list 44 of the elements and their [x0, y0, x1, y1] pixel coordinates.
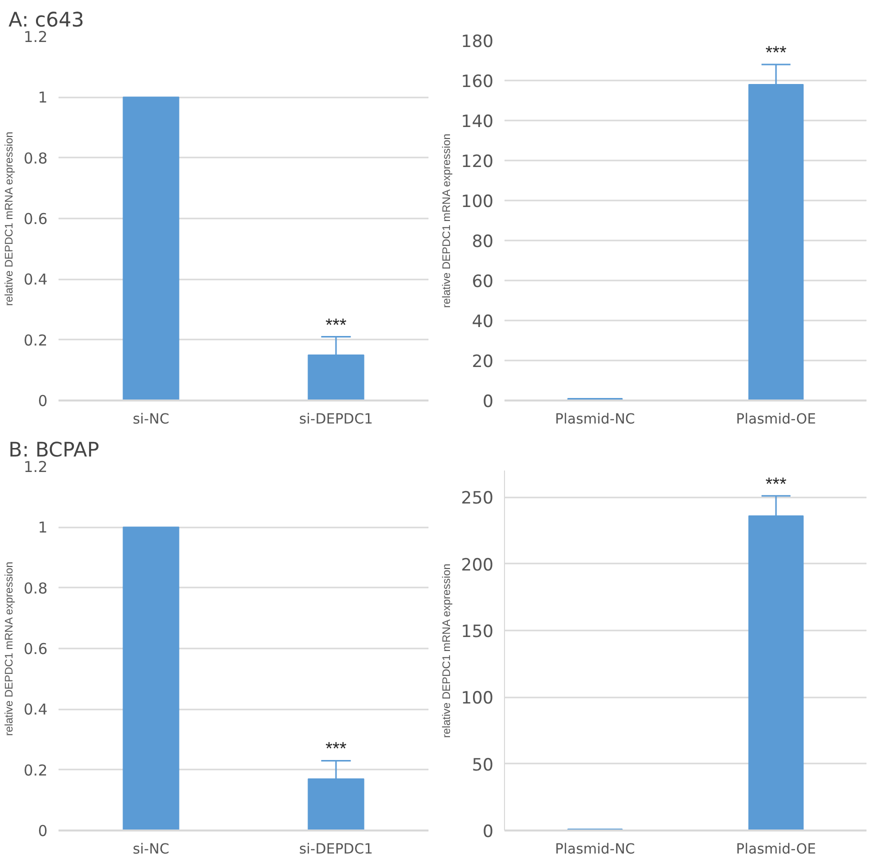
y-tick-label: 0.8: [24, 149, 48, 168]
y-tick-label: 100: [461, 688, 494, 709]
y-tick-label: 0.8: [24, 579, 48, 598]
y-tick-label: 0.6: [24, 640, 48, 658]
y-tick-label: 80: [472, 232, 494, 252]
x-tick-label: Plasmid-OE: [736, 842, 816, 858]
y-tick-label: 160: [461, 72, 494, 92]
y-axis-title: relative DEPDC1 mRNA expression: [4, 562, 16, 736]
y-tick-label: 120: [461, 152, 494, 172]
y-axis-title: relative DEPDC1 mRNA expression: [4, 132, 16, 306]
x-tick-label: si-NC: [132, 412, 170, 428]
y-tick-label: 100: [461, 192, 494, 212]
y-axis-title: relative DEPDC1 mRNA expression: [441, 134, 454, 308]
annotation: ***: [765, 474, 787, 494]
y-tick-label: 180: [461, 32, 494, 52]
annotation: ***: [325, 738, 347, 759]
y-tick-label: 250: [461, 488, 494, 509]
y-tick-label: 0.4: [24, 700, 48, 719]
x-tick-label: Plasmid-NC: [555, 412, 636, 428]
y-tick-label: 140: [461, 112, 494, 132]
y-tick-label: 60: [472, 272, 494, 292]
annotation: ***: [325, 314, 347, 335]
x-tick-label: si-DEPDC1: [299, 412, 373, 428]
x-tick-label: si-DEPDC1: [299, 842, 373, 858]
y-tick-label: 0.4: [24, 270, 48, 289]
y-tick-label: 1: [38, 88, 48, 107]
x-tick-label: Plasmid-OE: [736, 412, 816, 428]
y-tick-label: 0: [482, 392, 494, 412]
y-tick-label: 1: [38, 518, 48, 537]
y-tick-label: 0.2: [24, 331, 48, 350]
y-tick-label: 20: [472, 352, 494, 372]
y-tick-label: 200: [461, 555, 494, 576]
y-tick-label: 50: [472, 755, 494, 776]
x-tick-label: si-NC: [132, 842, 170, 858]
y-axis-title: relative DEPDC1 mRNA expression: [441, 564, 454, 738]
y-tick-label: 0: [482, 822, 494, 842]
y-tick-label: 0.6: [24, 210, 48, 228]
y-tick-label: 0: [38, 822, 48, 840]
x-tick-label: Plasmid-NC: [555, 842, 636, 858]
y-tick-label: 150: [461, 622, 494, 642]
y-tick-label: 40: [472, 312, 494, 332]
y-tick-label: 0: [38, 392, 48, 410]
annotation: ***: [765, 42, 787, 62]
y-tick-label: 0.2: [24, 761, 48, 780]
